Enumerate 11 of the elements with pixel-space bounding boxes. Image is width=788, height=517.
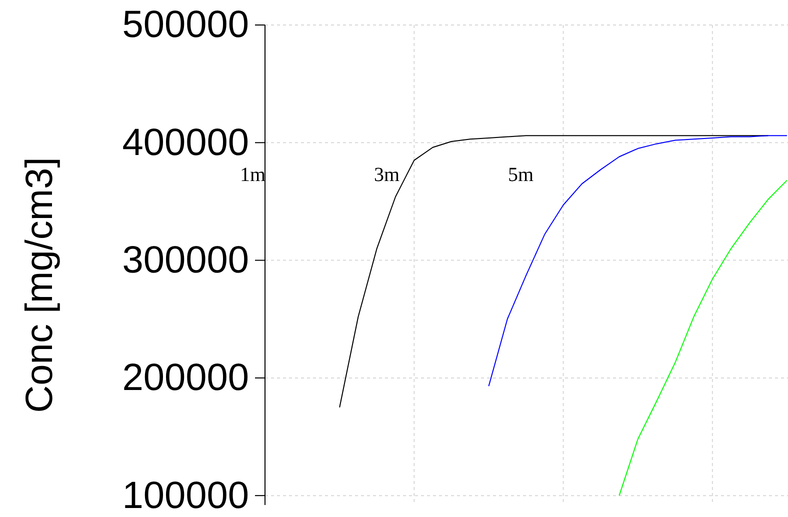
y-tick-label: 500000 <box>122 4 249 46</box>
annotation: 1m <box>240 164 266 186</box>
y-tick-label: 300000 <box>122 239 249 282</box>
line-series <box>488 135 788 387</box>
annotation: 5m <box>508 164 534 186</box>
line-series <box>618 180 788 496</box>
y-tick-label: 100000 <box>122 474 249 517</box>
y-tick-label: 200000 <box>122 357 249 400</box>
annotation: 3m <box>374 164 400 186</box>
y-tick-label: 400000 <box>122 122 249 164</box>
y-axis-title: Conc [mg/cm3] <box>19 157 61 413</box>
